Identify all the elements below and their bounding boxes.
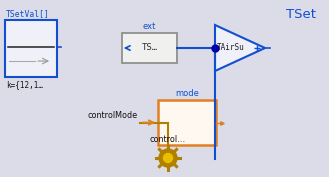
Polygon shape xyxy=(215,25,265,71)
Text: k={12,1…: k={12,1… xyxy=(6,80,43,89)
Circle shape xyxy=(164,153,172,162)
Text: controlMode: controlMode xyxy=(88,110,138,119)
Text: TSet: TSet xyxy=(286,8,316,21)
Bar xyxy=(122,33,177,63)
Text: control…: control… xyxy=(150,135,186,144)
Text: ext: ext xyxy=(143,22,156,31)
Text: TSetVal[]: TSetVal[] xyxy=(6,9,50,18)
Bar xyxy=(158,100,216,145)
Text: TAirSu: TAirSu xyxy=(217,44,245,53)
Text: TS…: TS… xyxy=(141,44,158,53)
Text: mode: mode xyxy=(175,89,199,98)
Circle shape xyxy=(159,149,177,167)
Bar xyxy=(5,20,57,77)
